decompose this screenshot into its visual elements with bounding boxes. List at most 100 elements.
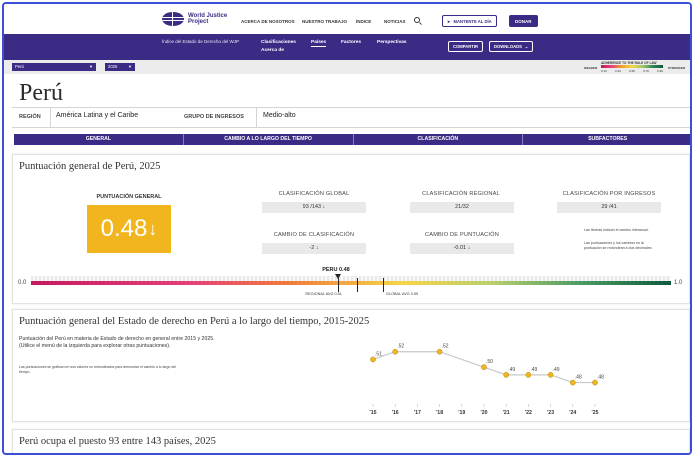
subnav-about[interactable]: Acerca de xyxy=(261,48,284,53)
nav-news[interactable]: NOTICIAS xyxy=(384,19,406,24)
trend-title: Puntuación general del Estado de derecho… xyxy=(19,316,370,327)
ranking-card: Perú ocupa el puesto 93 entre 143 países… xyxy=(12,429,690,453)
regional-rank-value: 21/32 xyxy=(410,202,514,213)
global-rank-label: CLASIFICACIÓN GLOBAL xyxy=(278,191,350,197)
x-tick-label: '18 xyxy=(436,410,443,416)
legend-tick: 0.70 xyxy=(643,69,649,73)
legend-ticks: 0.10 0.30 0.50 0.70 0.90 xyxy=(601,69,663,73)
arrow-note: Las flechas indican el cambio interanual… xyxy=(584,228,649,232)
country-pointer xyxy=(335,274,342,279)
legend-gradient xyxy=(601,65,663,68)
data-label: .48 xyxy=(575,375,582,381)
overall-title: Puntuación general de Perú, 2025 xyxy=(19,161,161,172)
stay-updated-label: MANTENTE AL DÍA xyxy=(453,18,492,24)
income-rank-label: CLASIFICACIÓN POR INGRESOS xyxy=(562,191,656,197)
globe-icon xyxy=(162,12,184,26)
data-label: .52 xyxy=(442,344,449,350)
country-pointer-label: PERU 0.48 xyxy=(322,267,350,273)
downloads-button[interactable]: DOWNLOADS ⌄ xyxy=(489,41,534,52)
country-pointer-line xyxy=(338,278,340,292)
search-icon[interactable] xyxy=(414,17,420,23)
trend-card: Puntuación general del Estado de derecho… xyxy=(12,309,690,422)
regional-avg-line xyxy=(357,278,359,292)
x-tick-label: '25 xyxy=(591,410,598,416)
regional-rank-label: CLASIFICACIÓN REGIONAL xyxy=(422,191,500,197)
tab-general[interactable]: GENERAL xyxy=(14,134,184,145)
country-select-value: Perú xyxy=(15,64,24,69)
x-tick-label: '19 xyxy=(458,410,465,416)
year-select[interactable]: 2025 ▼ xyxy=(105,63,135,71)
legend-tick: 0.90 xyxy=(657,69,663,73)
country-distribution xyxy=(31,276,671,281)
donate-button[interactable]: DONAR xyxy=(509,15,538,27)
data-label: .49 xyxy=(553,367,560,373)
scale-max: 1.0 xyxy=(674,280,683,286)
score-change-label: CAMBIO DE PUNTUACIÓN xyxy=(425,232,499,238)
divider xyxy=(50,108,51,127)
subnav-rankings[interactable]: Clasificaciones xyxy=(261,40,296,45)
scale-min: 0.0 xyxy=(18,280,27,286)
rank-change-value: -2 ↓ xyxy=(262,243,366,254)
subnav-countries[interactable]: Países xyxy=(311,40,327,47)
nav-about[interactable]: ACERCA DE NOSOTROS xyxy=(241,19,295,24)
data-label: .49 xyxy=(530,367,537,373)
subnav-insights[interactable]: Perspectivas xyxy=(377,40,407,45)
data-point[interactable] xyxy=(525,372,532,378)
trend-line-chart: .51 .52 .52 .50 .49 .49 .49 .48 .48 '15 '16 '17 '18 '… xyxy=(369,344,604,416)
trend-description: Puntuación del Perú en materia de Estado… xyxy=(19,336,215,349)
stay-updated-button[interactable]: ➤ MANTENTE AL DÍA xyxy=(442,15,497,27)
divider xyxy=(12,107,690,108)
income-label: GRUPO DE INGRESOS xyxy=(184,114,244,120)
ranking-title: Perú ocupa el puesto 93 entre 143 países… xyxy=(19,436,216,447)
org-name: World Justice Project xyxy=(188,13,228,25)
data-point[interactable] xyxy=(481,364,487,370)
data-point[interactable] xyxy=(370,356,376,363)
x-tick-label: '16 xyxy=(392,410,399,416)
data-point[interactable] xyxy=(592,379,598,386)
nav-index[interactable]: ÍNDICE xyxy=(356,19,372,24)
region-label: REGIÓN xyxy=(19,114,41,120)
country-name: Perú xyxy=(19,80,63,106)
data-label: .48 xyxy=(597,375,604,381)
data-point[interactable] xyxy=(569,379,576,386)
wjp-logo[interactable]: World Justice Project xyxy=(162,12,228,26)
tab-subfactors[interactable]: SUBFACTORES xyxy=(588,136,628,142)
tab-ranking[interactable]: CLASIFICACIÓN xyxy=(354,134,524,145)
index-title[interactable]: Índice del Estado de Derecho del WJP xyxy=(162,39,240,44)
sub-nav: Índice del Estado de Derecho del WJP Cla… xyxy=(4,34,690,60)
score-label: PUNTUACIÓN GENERAL xyxy=(96,194,162,200)
data-point[interactable] xyxy=(547,372,554,378)
x-tick-label: '21 xyxy=(503,410,510,416)
chevron-down-icon: ⌄ xyxy=(524,44,529,49)
x-tick-label: '15 xyxy=(369,410,376,416)
tab-change-over-time[interactable]: CAMBIO A LO LARGO DEL TIEMPO xyxy=(184,134,354,145)
x-tick-label: '23 xyxy=(547,410,554,416)
legend-tick: 0.30 xyxy=(615,69,621,73)
legend-title: ADHERENCE TO THE RULE OF LAW xyxy=(601,61,657,65)
data-point[interactable] xyxy=(436,348,443,355)
score-scale-bar xyxy=(31,281,671,285)
share-button[interactable]: COMPARTIR xyxy=(448,41,484,52)
overall-score-box: 0.48 ↓ xyxy=(87,205,171,253)
nav-work[interactable]: NUESTRO TRABAJO xyxy=(302,19,348,24)
data-label: .49 xyxy=(508,367,515,373)
x-tick-label: '24 xyxy=(569,410,576,416)
income-rank-value: 29 /41 xyxy=(557,202,661,213)
trend-note: Las puntuaciones se grafican en sus valo… xyxy=(19,365,177,374)
downloads-label: DOWNLOADS xyxy=(494,44,522,49)
data-point[interactable] xyxy=(503,372,509,378)
data-label: .51 xyxy=(375,351,382,357)
global-avg-line xyxy=(383,278,384,292)
legend-tick: 0.50 xyxy=(629,69,635,73)
data-point[interactable] xyxy=(392,348,399,355)
legend-tick: 0.10 xyxy=(601,69,607,73)
country-select[interactable]: Perú ▼ xyxy=(12,63,96,71)
x-tick-label: '22 xyxy=(525,410,532,416)
section-tabs: GENERAL CAMBIO A LO LARGO DEL TIEMPO CLA… xyxy=(14,134,690,145)
rounding-note: Las puntuaciones y los cambios en la pun… xyxy=(584,241,652,250)
region-value: América Latina y el Caribe xyxy=(56,112,139,119)
top-bar: World Justice Project ACERCA DE NOSOTROS… xyxy=(4,4,690,34)
subnav-factors[interactable]: Factores xyxy=(341,40,361,45)
global-avg-label: GLOBAL AVG 0.55 xyxy=(386,292,419,296)
send-icon: ➤ xyxy=(447,18,451,24)
